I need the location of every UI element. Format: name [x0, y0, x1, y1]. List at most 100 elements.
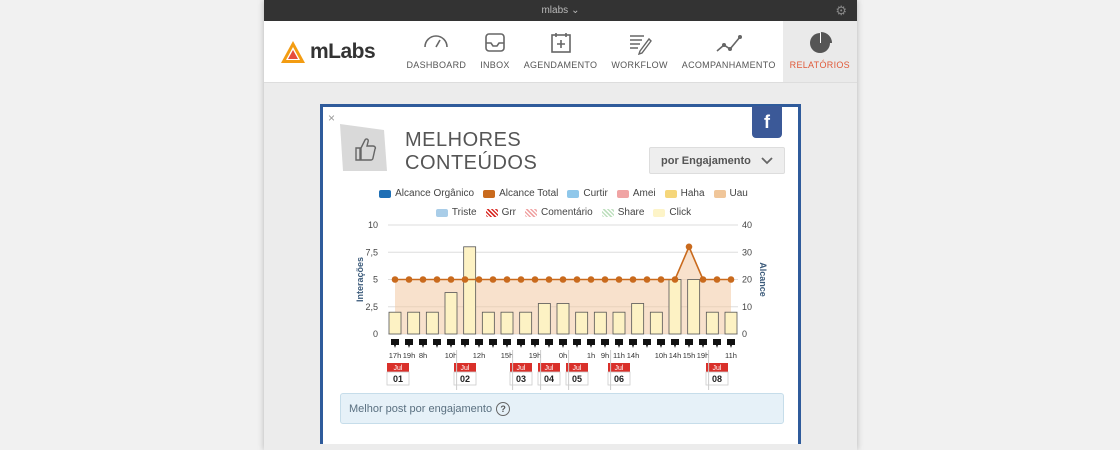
- post-marker-icon[interactable]: [419, 339, 427, 345]
- alcance-total-point[interactable]: [433, 276, 441, 283]
- legend-item[interactable]: Comentário: [525, 207, 593, 218]
- interaction-bar[interactable]: [575, 311, 589, 335]
- legend-item[interactable]: Alcance Total: [483, 188, 558, 199]
- nav-item-acompanhamento[interactable]: ACOMPANHAMENTO: [675, 21, 783, 82]
- interaction-bar[interactable]: [500, 311, 514, 335]
- interaction-bar[interactable]: [537, 303, 551, 335]
- interaction-bar[interactable]: [668, 279, 682, 335]
- legend-item[interactable]: Triste: [435, 207, 477, 218]
- legend-item[interactable]: Curtir: [567, 188, 608, 199]
- alcance-total-point[interactable]: [685, 243, 693, 251]
- x-tick-hour: 11h: [613, 351, 625, 360]
- interaction-bar[interactable]: [463, 246, 477, 335]
- post-marker-icon[interactable]: [433, 339, 441, 345]
- post-marker-icon[interactable]: [517, 339, 525, 345]
- post-marker-icon[interactable]: [657, 339, 665, 345]
- alcance-total-point[interactable]: [545, 276, 553, 283]
- alcance-total-point[interactable]: [643, 276, 651, 283]
- post-marker-icon[interactable]: [545, 339, 553, 345]
- alcance-total-point[interactable]: [587, 276, 595, 283]
- alcance-total-point[interactable]: [531, 276, 539, 283]
- alcance-total-point[interactable]: [419, 276, 427, 283]
- alcance-total-point[interactable]: [727, 276, 735, 283]
- post-marker-icon[interactable]: [699, 339, 707, 345]
- post-marker-icon[interactable]: [559, 339, 567, 345]
- post-marker-icon[interactable]: [629, 339, 637, 345]
- x-tick-hour: 15h: [501, 351, 514, 360]
- logo[interactable]: mLabs: [264, 21, 399, 82]
- post-marker-icon[interactable]: [601, 339, 609, 345]
- legend-item[interactable]: Amei: [616, 188, 656, 199]
- nav-item-workflow[interactable]: WORKFLOW: [604, 21, 674, 82]
- legend-item[interactable]: Haha: [664, 188, 705, 199]
- alcance-total-point[interactable]: [503, 276, 511, 283]
- x-tick-hour: 1h: [587, 351, 595, 360]
- post-marker-icon[interactable]: [671, 339, 679, 345]
- alcance-total-point[interactable]: [391, 276, 399, 283]
- post-marker-icon[interactable]: [727, 339, 735, 345]
- sort-dropdown[interactable]: por Engajamento: [649, 147, 785, 174]
- post-marker-icon[interactable]: [643, 339, 651, 345]
- post-marker-tail: [730, 345, 732, 348]
- facebook-icon: f: [752, 106, 782, 138]
- x-tick-hour: 0h: [559, 351, 567, 360]
- alcance-total-point[interactable]: [601, 276, 609, 283]
- interaction-bar[interactable]: [556, 303, 570, 335]
- alcance-total-point[interactable]: [461, 276, 469, 283]
- date-day: 05: [572, 374, 582, 384]
- window-title[interactable]: mlabs ⌄: [541, 5, 579, 16]
- post-marker-icon[interactable]: [475, 339, 483, 345]
- post-marker-icon[interactable]: [685, 339, 693, 345]
- alcance-total-point[interactable]: [615, 276, 623, 283]
- alcance-total-point[interactable]: [559, 276, 567, 283]
- interaction-bar[interactable]: [631, 303, 645, 335]
- close-icon[interactable]: ×: [328, 111, 336, 125]
- post-marker-icon[interactable]: [615, 339, 623, 345]
- alcance-total-point[interactable]: [517, 276, 525, 283]
- post-marker-icon[interactable]: [447, 339, 455, 345]
- alcance-total-point[interactable]: [405, 276, 413, 283]
- interaction-bar[interactable]: [593, 311, 607, 335]
- legend-item[interactable]: Uau: [713, 188, 748, 199]
- interaction-bar[interactable]: [407, 311, 421, 335]
- alcance-total-point[interactable]: [699, 276, 707, 283]
- alcance-total-point[interactable]: [475, 276, 483, 283]
- post-marker-icon[interactable]: [461, 339, 469, 345]
- nav-item-inbox[interactable]: INBOX: [473, 21, 517, 82]
- interaction-bar[interactable]: [649, 311, 663, 335]
- alcance-total-point[interactable]: [713, 276, 721, 283]
- legend-item[interactable]: Click: [653, 207, 691, 218]
- interaction-bar[interactable]: [481, 311, 495, 335]
- alcance-total-point[interactable]: [671, 276, 679, 283]
- post-marker-icon[interactable]: [713, 339, 721, 345]
- post-marker-icon[interactable]: [573, 339, 581, 345]
- alcance-total-point[interactable]: [573, 276, 581, 283]
- legend-item[interactable]: Share: [601, 207, 644, 218]
- post-marker-icon[interactable]: [489, 339, 497, 345]
- help-icon[interactable]: ?: [496, 401, 511, 416]
- alcance-total-point[interactable]: [629, 276, 637, 283]
- interaction-bar[interactable]: [388, 311, 402, 335]
- interaction-bar[interactable]: [519, 311, 533, 335]
- interaction-bar[interactable]: [612, 311, 626, 335]
- nav-item-agendamento[interactable]: AGENDAMENTO: [517, 21, 605, 82]
- interaction-bar[interactable]: [724, 311, 738, 335]
- nav-item-relatórios[interactable]: RELATÓRIOS: [782, 21, 857, 82]
- gear-icon[interactable]: ⚙: [835, 3, 847, 18]
- post-marker-icon[interactable]: [405, 339, 413, 345]
- x-tick-hour: 15h: [683, 351, 696, 360]
- interaction-bar[interactable]: [425, 311, 439, 335]
- alcance-total-point[interactable]: [447, 276, 455, 283]
- alcance-total-point[interactable]: [489, 276, 497, 283]
- interaction-bar[interactable]: [444, 292, 458, 335]
- nav-item-dashboard[interactable]: DASHBOARD: [399, 21, 473, 82]
- legend-item[interactable]: Grr: [485, 207, 516, 218]
- post-marker-icon[interactable]: [531, 339, 539, 345]
- interaction-bar[interactable]: [687, 279, 701, 335]
- post-marker-icon[interactable]: [503, 339, 511, 345]
- post-marker-icon[interactable]: [391, 339, 399, 345]
- legend-item[interactable]: Alcance Orgânico: [379, 188, 474, 199]
- interaction-bar[interactable]: [705, 311, 719, 335]
- alcance-total-point[interactable]: [657, 276, 665, 283]
- post-marker-icon[interactable]: [587, 339, 595, 345]
